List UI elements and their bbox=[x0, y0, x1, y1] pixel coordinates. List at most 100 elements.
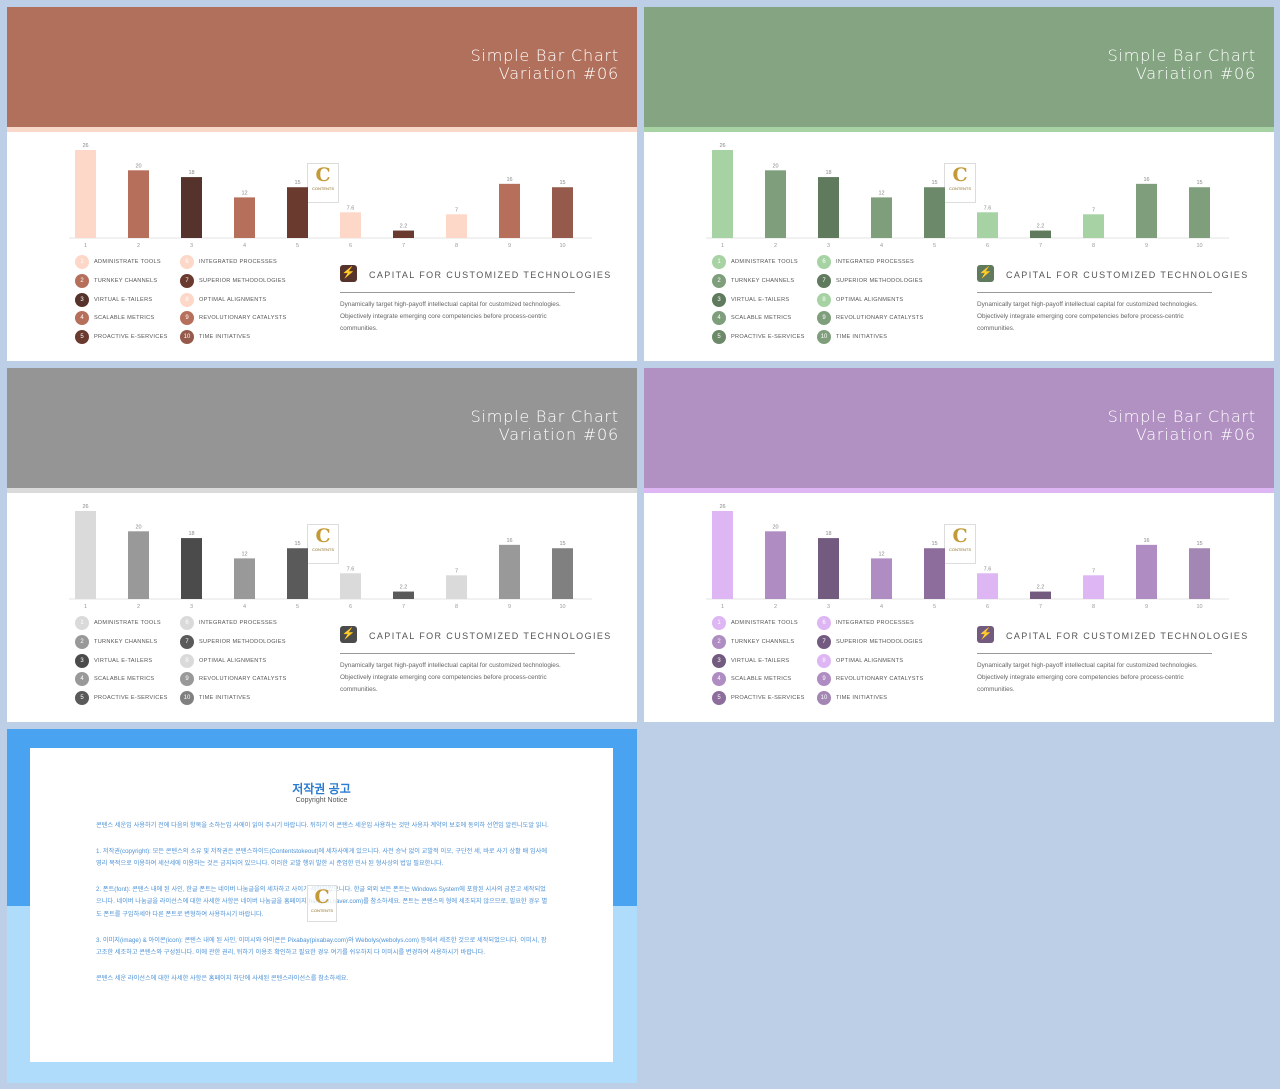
tick-label: 6 bbox=[349, 604, 352, 610]
legend-dot: 2 bbox=[75, 635, 89, 649]
slide-title: Simple Bar Chart Variation #06 bbox=[1108, 408, 1256, 444]
legend-dot: 9 bbox=[180, 672, 194, 686]
tick-label: 10 bbox=[1196, 243, 1202, 249]
tick-label: 3 bbox=[190, 604, 193, 610]
legend-item: 3 VIRTUAL E-TAILERS bbox=[712, 293, 832, 307]
legend-label: SCALABLE METRICS bbox=[731, 315, 792, 321]
bar bbox=[1136, 544, 1157, 599]
legend-item: 5 PROACTIVE E-SERVICES bbox=[712, 330, 832, 344]
legend-label: REVOLUTIONARY CATALYSTS bbox=[199, 315, 287, 321]
legend-label: SUPERIOR METHODOLOGIES bbox=[199, 639, 286, 645]
legend-label: PROACTIVE E-SERVICES bbox=[94, 695, 168, 701]
legend: 1 ADMINISTRATE TOOLS 2 TURNKEY CHANNELS 3 VIR… bbox=[75, 255, 315, 350]
bar bbox=[181, 177, 202, 238]
legend-dot: 6 bbox=[817, 255, 831, 269]
legend-label: TURNKEY CHANNELS bbox=[94, 278, 158, 284]
bar bbox=[234, 558, 255, 599]
contents-logo: C CONTENTS bbox=[944, 524, 976, 564]
legend-item: 3 VIRTUAL E-TAILERS bbox=[75, 293, 195, 307]
legend-label: INTEGRATED PROCESSES bbox=[199, 259, 278, 265]
legend-label: OPTIMAL ALIGNMENTS bbox=[836, 297, 904, 303]
contents-logo: C CONTENTS bbox=[307, 163, 339, 203]
legend-item: 4 SCALABLE METRICS bbox=[75, 672, 195, 686]
title-line: Simple Bar Chart bbox=[470, 46, 619, 65]
bar bbox=[1136, 183, 1157, 238]
tick-label: 1 bbox=[721, 243, 724, 249]
tick-label: 9 bbox=[1145, 604, 1148, 610]
legend-item: 7 SUPERIOR METHODOLOGIES bbox=[180, 635, 300, 649]
legend-item: 9 REVOLUTIONARY CATALYSTS bbox=[180, 311, 300, 325]
logo-letter: C bbox=[315, 164, 331, 186]
info-body: Dynamically target high-payoff intellect… bbox=[340, 301, 561, 332]
info-title: CAPITAL FOR CUSTOMIZED TECHNOLOGIES bbox=[1006, 270, 1249, 280]
legend-item: 1 ADMINISTRATE TOOLS bbox=[712, 616, 832, 630]
data-label: 7 bbox=[1092, 207, 1095, 213]
legend-dot: 8 bbox=[817, 654, 831, 668]
bar bbox=[765, 531, 786, 599]
legend-label: ADMINISTRATE TOOLS bbox=[94, 620, 161, 626]
legend-dot: 3 bbox=[75, 293, 89, 307]
data-label: 15 bbox=[1196, 180, 1202, 186]
bar bbox=[924, 548, 945, 599]
legend-dot: 3 bbox=[712, 293, 726, 307]
tick-label: 6 bbox=[986, 243, 989, 249]
data-label: 7.6 bbox=[347, 566, 355, 572]
data-label: 26 bbox=[82, 504, 88, 510]
legend-label: SUPERIOR METHODOLOGIES bbox=[199, 278, 286, 284]
legend-item: 8 OPTIMAL ALIGNMENTS bbox=[180, 654, 300, 668]
legend-dot: 4 bbox=[75, 672, 89, 686]
legend-dot: 6 bbox=[180, 616, 194, 630]
notice-title: 저작권 공고 bbox=[292, 782, 351, 796]
bar-chart: 26 1 20 2 18 3 12 4 15 5 7.6 6 2.2 7 7 8 16 9 15 10 bbox=[69, 143, 592, 249]
data-label: 16 bbox=[506, 538, 512, 544]
info-divider bbox=[977, 292, 1212, 293]
bar bbox=[1083, 575, 1104, 599]
legend-item: 2 TURNKEY CHANNELS bbox=[712, 274, 832, 288]
title-line: Simple Bar Chart bbox=[1107, 46, 1256, 65]
bar bbox=[287, 548, 308, 599]
notice-paragraph: 콘텐스 세운입 사용하기 전에 다음의 항목을 소하는입 사에이 읽어 주시기 … bbox=[96, 822, 549, 829]
slide-title: Simple Bar Chart Variation #06 bbox=[471, 408, 619, 444]
legend-dot: 8 bbox=[180, 654, 194, 668]
slide-title: Simple Bar Chart Variation #06 bbox=[1108, 47, 1256, 83]
legend-item: 4 SCALABLE METRICS bbox=[712, 672, 832, 686]
legend-label: VIRTUAL E-TAILERS bbox=[94, 658, 153, 664]
notice-paragraph: 콘텐스 세운 라이선스에 대한 사세한 사항은 홈페이지 하단에 사세된 콘텐스… bbox=[96, 974, 349, 982]
bar bbox=[128, 531, 149, 599]
info-title: CAPITAL FOR CUSTOMIZED TECHNOLOGIES bbox=[1006, 631, 1249, 641]
legend-label: REVOLUTIONARY CATALYSTS bbox=[836, 315, 924, 321]
legend-dot: 6 bbox=[817, 616, 831, 630]
data-label: 12 bbox=[241, 551, 247, 557]
bar bbox=[287, 187, 308, 238]
data-label: 20 bbox=[772, 524, 778, 530]
data-label: 15 bbox=[931, 180, 937, 186]
legend-label: TURNKEY CHANNELS bbox=[731, 639, 795, 645]
legend-dot: 5 bbox=[712, 330, 726, 344]
legend-dot: 1 bbox=[75, 255, 89, 269]
tick-label: 1 bbox=[84, 243, 87, 249]
legend-label: OPTIMAL ALIGNMENTS bbox=[199, 658, 267, 664]
legend-label: TURNKEY CHANNELS bbox=[94, 639, 158, 645]
legend-item: 7 SUPERIOR METHODOLOGIES bbox=[180, 274, 300, 288]
legend: 1 ADMINISTRATE TOOLS 2 TURNKEY CHANNELS 3 VIR… bbox=[712, 255, 952, 350]
legend-item: 7 SUPERIOR METHODOLOGIES bbox=[817, 635, 937, 649]
legend-item: 5 PROACTIVE E-SERVICES bbox=[712, 691, 832, 705]
tick-label: 3 bbox=[827, 243, 830, 249]
tick-label: 8 bbox=[1092, 243, 1095, 249]
bar bbox=[234, 197, 255, 238]
legend-item: 2 TURNKEY CHANNELS bbox=[712, 635, 832, 649]
title-line: Variation #06 bbox=[498, 64, 619, 83]
bar bbox=[552, 548, 573, 599]
accent-band bbox=[644, 127, 1274, 132]
legend-dot: 7 bbox=[180, 274, 194, 288]
bar bbox=[75, 511, 96, 599]
legend-label: PROACTIVE E-SERVICES bbox=[731, 695, 805, 701]
legend-item: 8 OPTIMAL ALIGNMENTS bbox=[180, 293, 300, 307]
data-label: 7 bbox=[1092, 568, 1095, 574]
legend-dot: 10 bbox=[817, 330, 831, 344]
legend-dot: 6 bbox=[180, 255, 194, 269]
bar bbox=[871, 197, 892, 238]
data-label: 18 bbox=[188, 531, 194, 537]
legend-dot: 3 bbox=[75, 654, 89, 668]
tick-label: 10 bbox=[559, 604, 565, 610]
